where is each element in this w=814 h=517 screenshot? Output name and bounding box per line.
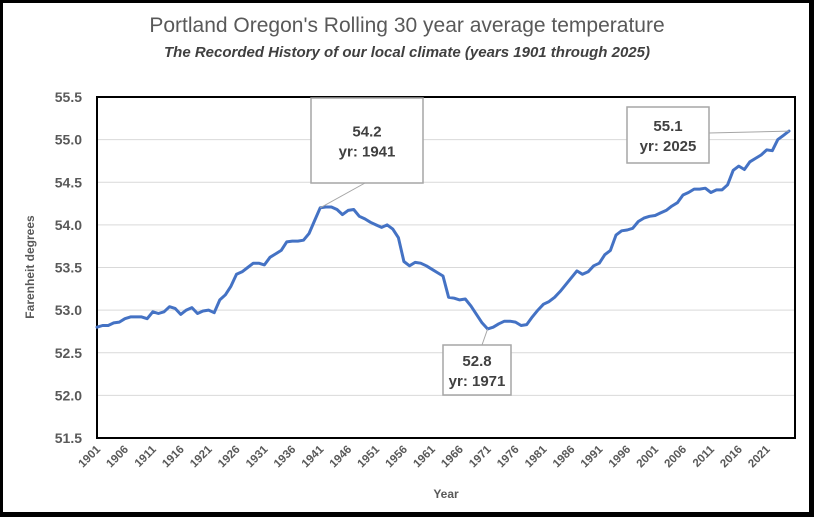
x-tick-label: 2011 [691,443,718,470]
x-tick-label: 1971 [467,443,494,470]
x-tick-label: 1991 [579,443,606,470]
x-axis-ticks: 1901 1906 1911 1916 1921 1926 1931 1936 1941 1946… [77,443,774,470]
callout-box [442,344,512,396]
y-tick-label: 54.5 [55,174,82,190]
x-tick-label: 1956 [383,444,410,471]
x-tick-label: 2001 [635,443,662,470]
x-tick-label: 1941 [300,443,327,470]
callout-leader [319,182,366,209]
annotations: 54.2 yr: 1941 52.8 yr: 1971 55.1 yr: 2025 [310,97,790,396]
chart-frame [3,3,809,512]
x-tick-label: 1996 [607,444,634,471]
y-tick-label: 51.5 [55,430,82,446]
series-group [95,129,791,331]
annotation-callout: 52.8 yr: 1971 [442,328,512,396]
x-tick-label: 1961 [411,443,438,470]
chart-subtitle: The Recorded History of our local climat… [164,44,650,61]
x-tick-label: 1921 [188,443,215,470]
y-axis-label: Farenheit degrees [23,215,37,319]
x-tick-label: 1901 [77,443,104,470]
y-axis-ticks: 51.5 52.0 52.5 53.0 53.5 54.0 54.5 55.0 55.5 [55,89,82,446]
x-tick-label: 1981 [523,443,550,470]
x-tick-label: 1916 [160,444,187,471]
callout-leader [708,130,790,134]
series-line [95,129,791,331]
callout-value: 52.8 [462,353,491,370]
callout-box [310,97,424,184]
x-tick-label: 1986 [551,444,578,471]
callout-box [626,106,710,164]
y-tick-label: 54.0 [55,217,82,233]
callout-year: yr: 1971 [449,373,506,390]
callout-year: yr: 1941 [339,144,396,161]
annotation-callout: 54.2 yr: 1941 [310,97,424,209]
x-tick-label: 1906 [104,444,131,471]
chart-title: Portland Oregon's Rolling 30 year averag… [149,14,664,37]
callout-leader [481,328,489,346]
plot-area [96,96,796,439]
y-tick-label: 55.0 [55,132,82,148]
x-tick-label: 1966 [439,444,466,471]
y-tick-label: 52.0 [55,387,82,403]
x-tick-label: 1946 [328,444,355,471]
x-tick-label: 1926 [216,444,243,471]
x-tick-label: 2016 [718,444,745,471]
annotation-callout: 55.1 yr: 2025 [626,106,790,164]
callout-value: 55.1 [653,118,682,135]
x-tick-label: 1911 [133,443,160,470]
x-tick-label: 1936 [272,444,299,471]
x-tick-label: 1976 [495,444,522,471]
x-tick-label: 2006 [663,444,690,471]
x-tick-label: 2021 [746,443,773,470]
y-tick-label: 53.5 [55,260,82,276]
x-axis-label: Year [433,487,459,501]
x-tick-label: 1951 [356,443,383,470]
callout-value: 54.2 [352,124,381,141]
callout-year: yr: 2025 [640,138,697,155]
y-tick-label: 53.0 [55,302,82,318]
x-tick-label: 1931 [244,443,271,470]
y-tick-label: 52.5 [55,345,82,361]
y-tick-label: 55.5 [55,89,82,105]
